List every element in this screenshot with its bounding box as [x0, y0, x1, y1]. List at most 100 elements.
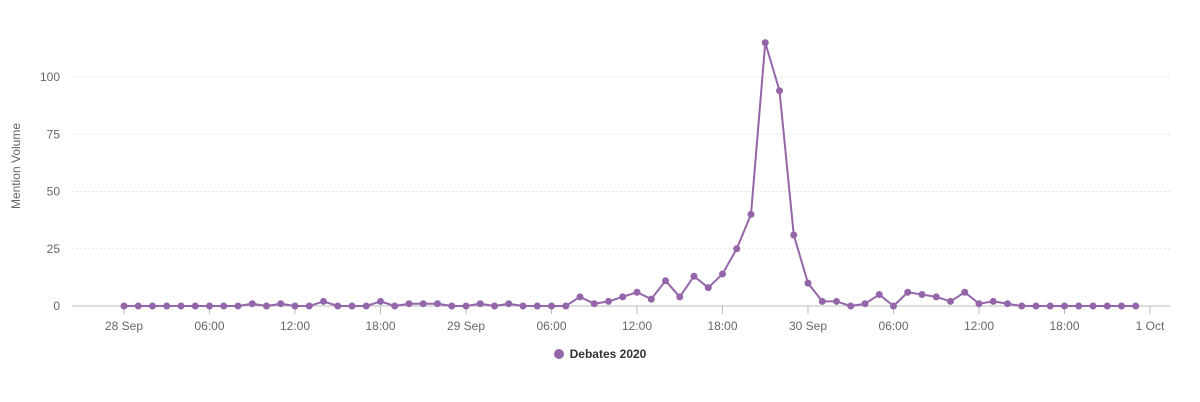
data-point[interactable]	[890, 302, 897, 310]
data-point[interactable]	[419, 300, 427, 308]
grid-lines	[72, 76, 1170, 307]
data-point[interactable]	[633, 288, 641, 296]
data-point[interactable]	[149, 302, 156, 310]
x-tick-label: 12:00	[280, 319, 310, 333]
data-point[interactable]	[704, 284, 712, 292]
x-tick-label: 18:00	[1049, 319, 1079, 333]
x-axis: 28 Sep 06:00 12:00 18:00 29 Sep 06:00 12:00 18:…	[105, 306, 1165, 333]
data-point[interactable]	[277, 300, 285, 308]
data-point[interactable]	[405, 300, 413, 308]
data-point[interactable]	[847, 302, 855, 310]
y-tick-label: 75	[47, 127, 61, 141]
data-point[interactable]	[1032, 302, 1040, 310]
data-point[interactable]	[533, 302, 541, 310]
data-point[interactable]	[733, 245, 741, 253]
legend-label: Debates 2020	[569, 347, 647, 361]
data-point[interactable]	[676, 293, 684, 301]
data-point[interactable]	[818, 297, 826, 305]
data-point[interactable]	[590, 300, 598, 308]
x-tick-label: 18:00	[707, 319, 737, 333]
x-tick-label: 29 Sep	[447, 319, 485, 333]
data-point[interactable]	[163, 302, 171, 310]
data-point[interactable]	[1061, 302, 1068, 310]
data-point[interactable]	[491, 302, 498, 310]
data-point[interactable]	[918, 291, 926, 299]
data-point[interactable]	[377, 297, 384, 305]
data-point[interactable]	[961, 288, 969, 296]
legend-marker-icon	[553, 349, 564, 359]
data-point[interactable]	[305, 302, 313, 310]
data-point[interactable]	[448, 302, 456, 310]
x-tick-label: 12:00	[622, 319, 652, 333]
data-point[interactable]	[1004, 300, 1011, 308]
x-tick-label: 06:00	[878, 319, 908, 333]
data-point[interactable]	[220, 302, 228, 310]
y-tick-label: 100	[40, 70, 60, 84]
legend[interactable]: Debates 2020	[0, 347, 1200, 361]
data-point[interactable]	[320, 297, 327, 305]
data-point[interactable]	[548, 302, 555, 310]
y-tick-label: 50	[47, 185, 61, 199]
data-point[interactable]	[904, 288, 912, 296]
y-axis-label: Mention Volume	[9, 123, 23, 209]
data-point[interactable]	[761, 39, 769, 47]
data-point[interactable]	[134, 302, 142, 310]
data-point[interactable]	[191, 302, 199, 310]
x-tick-label: 1 Oct	[1136, 319, 1165, 333]
data-point[interactable]	[947, 297, 954, 305]
data-point[interactable]	[747, 210, 755, 218]
data-point[interactable]	[605, 297, 612, 305]
data-point[interactable]	[291, 302, 299, 310]
series-debates-2020[interactable]	[120, 39, 1140, 310]
data-point[interactable]	[662, 277, 669, 285]
y-axis-ticks: 0 25 50 75 100	[40, 70, 60, 313]
data-point[interactable]	[861, 300, 869, 308]
series-line	[124, 41, 1136, 307]
data-point[interactable]	[248, 300, 256, 308]
x-tick-label: 28 Sep	[105, 319, 143, 333]
data-point[interactable]	[576, 293, 584, 301]
data-point[interactable]	[1075, 302, 1083, 310]
data-point[interactable]	[804, 279, 812, 287]
data-point[interactable]	[206, 302, 213, 310]
x-tick-label: 12:00	[964, 319, 994, 333]
data-point[interactable]	[1118, 302, 1125, 310]
data-point[interactable]	[334, 302, 342, 310]
data-point[interactable]	[519, 302, 527, 310]
data-point[interactable]	[348, 302, 356, 310]
y-tick-label: 25	[47, 242, 61, 256]
data-point[interactable]	[391, 302, 399, 310]
data-point[interactable]	[875, 291, 883, 299]
x-tick-label: 30 Sep	[789, 319, 827, 333]
data-point[interactable]	[690, 272, 698, 280]
data-point[interactable]	[434, 300, 441, 308]
data-point[interactable]	[1046, 302, 1054, 310]
data-point[interactable]	[975, 300, 983, 308]
data-point[interactable]	[989, 297, 997, 305]
x-tick-label: 18:00	[365, 319, 395, 333]
data-point[interactable]	[505, 300, 513, 308]
data-point[interactable]	[647, 295, 655, 303]
data-point[interactable]	[362, 302, 370, 310]
data-point[interactable]	[234, 302, 242, 310]
data-point[interactable]	[263, 302, 270, 310]
data-point[interactable]	[790, 231, 798, 239]
data-point[interactable]	[619, 293, 627, 301]
data-point[interactable]	[719, 270, 726, 278]
data-point[interactable]	[562, 302, 570, 310]
data-point[interactable]	[177, 302, 185, 310]
data-point[interactable]	[833, 297, 840, 305]
data-point[interactable]	[476, 300, 484, 308]
data-point[interactable]	[1089, 302, 1097, 310]
data-point[interactable]	[462, 302, 470, 310]
data-point[interactable]	[120, 302, 128, 310]
y-tick-label: 0	[53, 299, 60, 313]
data-point[interactable]	[1103, 302, 1111, 310]
x-tick-label: 06:00	[536, 319, 566, 333]
data-point[interactable]	[1132, 302, 1140, 310]
data-point[interactable]	[776, 87, 783, 95]
x-tick-label: 06:00	[194, 319, 224, 333]
data-point[interactable]	[1018, 302, 1026, 310]
data-point[interactable]	[932, 293, 940, 301]
